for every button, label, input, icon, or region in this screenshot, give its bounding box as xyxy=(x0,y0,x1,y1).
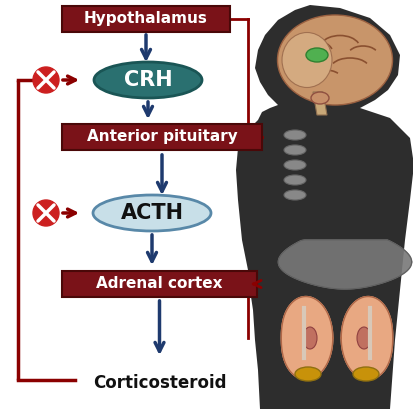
Ellipse shape xyxy=(281,32,331,88)
Ellipse shape xyxy=(283,145,305,155)
Text: Hypothalamus: Hypothalamus xyxy=(84,11,207,27)
Polygon shape xyxy=(280,297,332,380)
Text: Anterior pituitary: Anterior pituitary xyxy=(86,130,237,144)
Text: ACTH: ACTH xyxy=(120,203,183,223)
Ellipse shape xyxy=(283,190,305,200)
Text: Corticosteroid: Corticosteroid xyxy=(93,374,225,392)
Ellipse shape xyxy=(283,175,305,185)
Polygon shape xyxy=(340,297,392,380)
Polygon shape xyxy=(235,5,413,409)
FancyBboxPatch shape xyxy=(62,6,230,32)
Polygon shape xyxy=(312,92,326,115)
Ellipse shape xyxy=(283,160,305,170)
Polygon shape xyxy=(278,240,411,289)
Ellipse shape xyxy=(283,130,305,140)
Ellipse shape xyxy=(94,62,202,98)
FancyBboxPatch shape xyxy=(62,124,261,150)
Ellipse shape xyxy=(294,367,320,381)
Ellipse shape xyxy=(310,92,328,104)
FancyBboxPatch shape xyxy=(62,271,256,297)
Ellipse shape xyxy=(352,367,378,381)
Circle shape xyxy=(33,67,59,93)
Circle shape xyxy=(33,200,59,226)
Ellipse shape xyxy=(302,327,316,349)
Ellipse shape xyxy=(93,195,211,231)
Ellipse shape xyxy=(277,15,392,105)
Ellipse shape xyxy=(305,48,327,62)
Text: CRH: CRH xyxy=(123,70,172,90)
Ellipse shape xyxy=(356,327,370,349)
Text: Adrenal cortex: Adrenal cortex xyxy=(96,276,222,292)
